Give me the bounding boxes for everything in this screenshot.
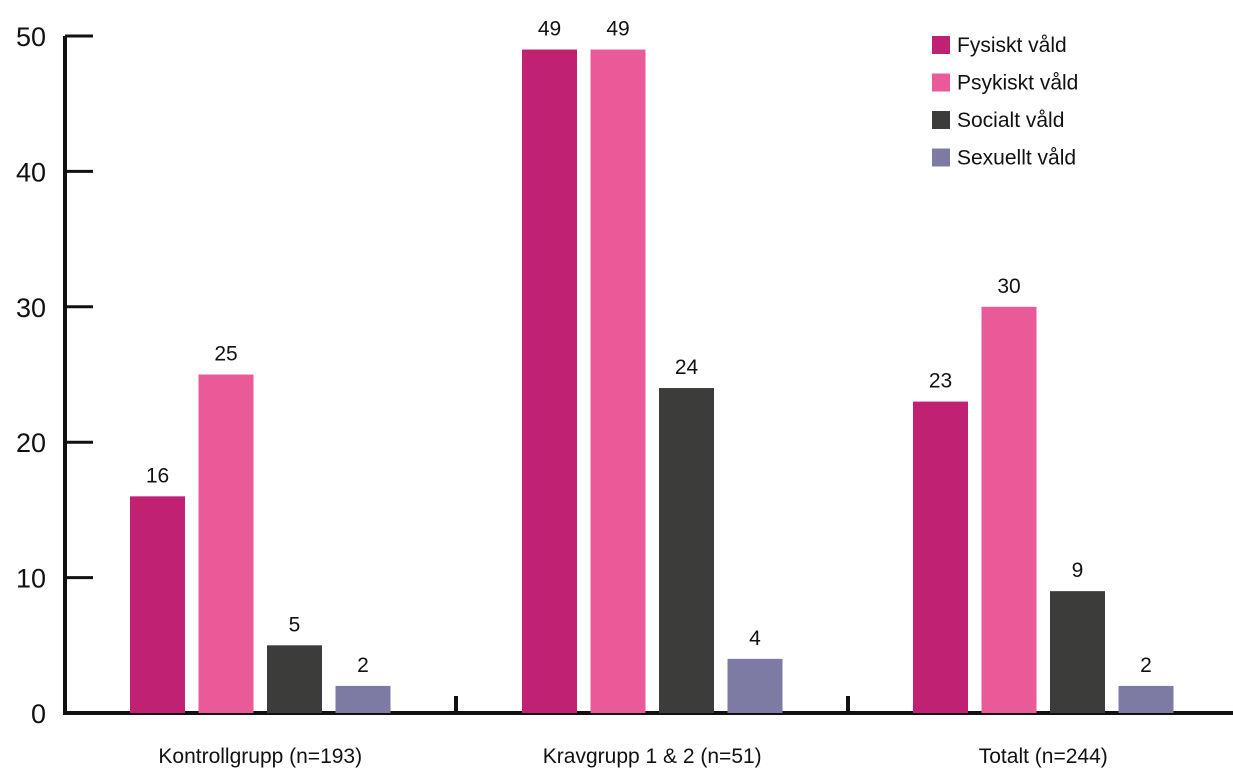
x-axis-category-labels: Kontrollgrupp (n=193) Kravgrupp 1 & 2 (n=… [158, 745, 1107, 768]
legend-label: Sexuellt våld [957, 147, 1076, 170]
bar-value-label: 24 [675, 356, 699, 379]
bar [522, 49, 577, 714]
bar-value-label: 5 [289, 613, 301, 636]
legend-swatch [932, 73, 950, 92]
bar-value-label: 49 [606, 18, 629, 41]
x-category-label: Kontrollgrupp (n=193) [158, 745, 362, 768]
bar [130, 496, 185, 713]
bar [198, 374, 254, 713]
x-axis-category-dividers [454, 696, 850, 715]
bar [1118, 685, 1174, 713]
x-category-label: Totalt (n=244) [979, 745, 1108, 768]
bar-value-label: 30 [997, 275, 1020, 298]
legend-swatch [932, 36, 950, 54]
bar [913, 401, 968, 713]
legend: Fysiskt våld Psykiskt våld Socialt våld Sex… [932, 34, 1078, 170]
bar [590, 49, 646, 714]
y-tick-label: 40 [16, 157, 46, 187]
legend-swatch [932, 148, 950, 167]
bar-value-label: 9 [1072, 559, 1084, 582]
bar-value-label: 2 [1140, 654, 1152, 677]
legend-swatch [932, 111, 950, 129]
bar-value-label: 4 [749, 627, 761, 650]
bar-series-group: 16 25 5 2 49 49 24 4 23 30 9 2 [130, 18, 1174, 714]
y-tick-label: 50 [16, 22, 46, 52]
legend-label: Fysiskt våld [957, 34, 1067, 57]
bar-value-label: 25 [214, 343, 237, 366]
legend-label: Psykiskt våld [957, 72, 1078, 95]
y-tick-label: 20 [16, 428, 46, 458]
legend-label: Socialt våld [957, 109, 1064, 132]
bar [335, 685, 391, 713]
bar [727, 658, 783, 713]
bar-value-label: 23 [929, 370, 952, 393]
bar-value-label: 49 [538, 18, 561, 41]
y-tick-label: 30 [16, 293, 46, 323]
bar-value-label: 16 [146, 464, 169, 487]
y-axis-ticks: 0 10 20 30 40 50 [16, 22, 93, 729]
bar [981, 306, 1037, 713]
bar-value-label: 2 [357, 654, 369, 677]
bar [659, 388, 714, 713]
y-tick-label: 10 [16, 564, 46, 594]
y-tick-label: 0 [31, 699, 46, 729]
x-category-label: Kravgrupp 1 & 2 (n=51) [543, 745, 762, 768]
bar [1050, 591, 1105, 713]
bar [267, 645, 322, 713]
